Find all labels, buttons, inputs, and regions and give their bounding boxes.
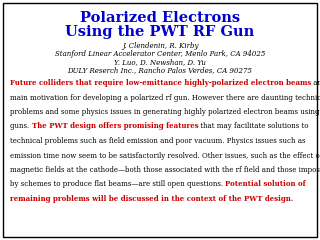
Text: The PWT design offers promising features: The PWT design offers promising features <box>31 122 198 131</box>
Text: DULY Reserch Inc., Rancho Palos Verdes, CA 90275: DULY Reserch Inc., Rancho Palos Verdes, … <box>68 66 252 74</box>
Text: Stanford Linear Accelerator Center, Menlo Park, CA 94025: Stanford Linear Accelerator Center, Menl… <box>55 50 265 58</box>
Text: Y. Luo, D. Newshan, D. Yu: Y. Luo, D. Newshan, D. Yu <box>114 58 206 66</box>
Text: emission time now seem to be satisfactorily resolved. Other issues, such as the : emission time now seem to be satisfactor… <box>10 151 320 160</box>
Text: Future colliders that require low-emittance highly-polarized electron beams: Future colliders that require low-emitta… <box>10 79 311 87</box>
Text: remaining problems will be discussed in the context of the PWT design.: remaining problems will be discussed in … <box>10 195 293 203</box>
Text: main motivation for developing a polarized rf gun. However there are daunting te: main motivation for developing a polariz… <box>10 94 320 102</box>
Text: are the: are the <box>311 79 320 87</box>
Text: guns.: guns. <box>10 122 31 131</box>
Text: Polarized Electrons: Polarized Electrons <box>80 11 240 25</box>
Text: Using the PWT RF Gun: Using the PWT RF Gun <box>65 25 255 39</box>
Text: technical problems such as field emission and poor vacuum. Physics issues such a: technical problems such as field emissio… <box>10 137 306 145</box>
Text: that may facilitate solutions to: that may facilitate solutions to <box>198 122 308 131</box>
Text: by schemes to produce flat beams—are still open questions.: by schemes to produce flat beams—are sti… <box>10 180 225 188</box>
Text: problems and some physics issues in generating highly polarized electron beams u: problems and some physics issues in gene… <box>10 108 320 116</box>
Text: magnetic fields at the cathode—both those associated with the rf field and those: magnetic fields at the cathode—both thos… <box>10 166 320 174</box>
Text: Potential solution of: Potential solution of <box>225 180 306 188</box>
Text: J. Clendenin, R. Kirby: J. Clendenin, R. Kirby <box>122 42 198 50</box>
